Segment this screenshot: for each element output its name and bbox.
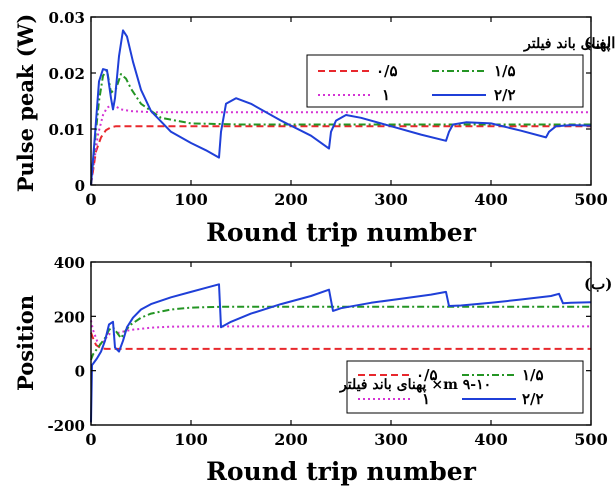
position-x-axis-label: Round trip number xyxy=(206,457,477,486)
position-x-tick-label: 400 xyxy=(474,430,507,449)
pulse-peak-y-axis-label: Pulse peak (W) xyxy=(13,14,38,193)
pulse-peak-x-tick-label: 0 xyxy=(85,190,96,209)
legend-label-1: ۱ xyxy=(382,86,390,104)
pulse-peak-series-1-line xyxy=(90,104,591,186)
pulse-peak-legend-title: m ۹-۱۰× پهنای باند فیلتر xyxy=(523,36,615,52)
pulse-peak-series-2-2-line xyxy=(90,29,592,186)
pulse-peak-legend: ۰/۵ ۱ ۱/۵ ۲/۲ xyxy=(306,54,584,108)
pulse-peak-y-tick-label: 0.03 xyxy=(48,9,85,27)
pulse-peak-x-tick-label: 100 xyxy=(174,190,207,209)
position-y-tick-label: -200 xyxy=(47,417,85,435)
panel-pulse-peak: 0 100 200 300 400 500 0 0.01 0.02 0.03 Round trip… xyxy=(13,9,615,247)
legend-label-1-5: ۱/۵ xyxy=(494,62,516,80)
legend-label-1: ۱ xyxy=(422,390,430,408)
pulse-peak-x-tick-label: 200 xyxy=(274,190,307,209)
pulse-peak-series-1-5-line xyxy=(90,69,591,186)
position-y-tick-label: 200 xyxy=(54,308,85,326)
position-legend-title: m ۹-۱۰× پهنای باند فیلتر xyxy=(339,377,491,393)
position-series-group xyxy=(90,283,592,423)
position-series-1-5-line xyxy=(90,305,591,361)
position-x-tick-label: 100 xyxy=(174,430,207,449)
pulse-peak-axis-ticks: 0 100 200 300 400 500 0 0.01 0.02 0.03 xyxy=(48,9,607,209)
legend-label-1-5: ۱/۵ xyxy=(522,366,544,384)
pulse-peak-series-group xyxy=(90,29,592,186)
position-series-2-2-line xyxy=(90,283,592,423)
position-panel-label: (ب) xyxy=(584,275,612,293)
pulse-peak-x-tick-label: 300 xyxy=(374,190,407,209)
position-series-1-line xyxy=(90,320,591,346)
pulse-peak-x-tick-label: 500 xyxy=(574,190,607,209)
position-y-tick-label: 400 xyxy=(54,254,85,272)
position-y-axis-label: Position xyxy=(13,295,38,391)
pulse-peak-x-tick-label: 400 xyxy=(474,190,507,209)
legend-label-2-2: ۲/۲ xyxy=(494,86,516,104)
position-legend: ۰/۵ ۱ ۱/۵ ۲/۲ xyxy=(346,360,584,414)
pulse-peak-series-0-5-line xyxy=(90,125,591,186)
pulse-peak-panel-label: (الف) xyxy=(584,34,615,52)
pulse-peak-y-tick-label: 0.02 xyxy=(48,65,85,83)
position-y-tick-label: 0 xyxy=(75,363,85,381)
position-series-0-5-line xyxy=(90,332,591,350)
position-x-tick-label: 300 xyxy=(374,430,407,449)
pulse-peak-x-axis-label: Round trip number xyxy=(206,218,477,247)
pulse-peak-legend-box xyxy=(306,54,584,108)
pulse-peak-plot-frame xyxy=(90,16,592,186)
position-x-tick-label: 500 xyxy=(574,430,607,449)
legend-label-2-2: ۲/۲ xyxy=(522,390,544,408)
legend-label-0-5: ۰/۵ xyxy=(376,62,398,80)
pulse-peak-y-tick-label: 0.01 xyxy=(48,121,85,139)
position-legend-box xyxy=(346,360,584,414)
position-x-tick-label: 200 xyxy=(274,430,307,449)
position-plot-frame xyxy=(90,261,592,426)
legend-label-0-5: ۰/۵ xyxy=(416,366,438,384)
position-x-tick-label: 0 xyxy=(85,430,96,449)
pulse-peak-y-tick-label: 0 xyxy=(75,177,85,195)
